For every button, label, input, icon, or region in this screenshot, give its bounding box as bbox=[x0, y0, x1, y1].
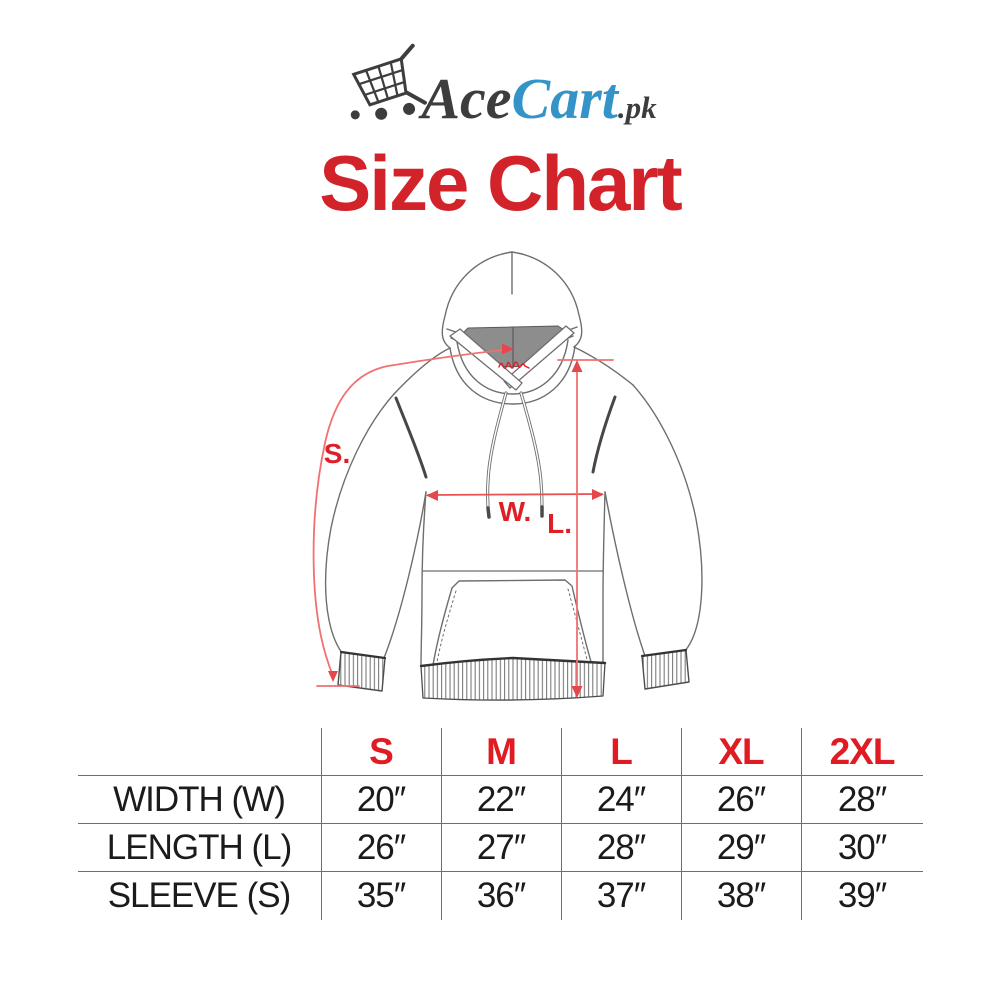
width-s: 20″ bbox=[321, 776, 442, 824]
hoodie-measurement-diagram: S. W. L. bbox=[312, 251, 703, 701]
length-xl: 29″ bbox=[681, 824, 802, 872]
col-header-xl: XL bbox=[681, 728, 802, 776]
shopping-cart-icon bbox=[351, 43, 428, 120]
measurement-arrowheads bbox=[328, 343, 604, 698]
brand-name-ace: Ace bbox=[421, 66, 512, 131]
brand-name-tld: .pk bbox=[617, 90, 657, 125]
col-header-s: S bbox=[321, 728, 442, 776]
col-header-m: M bbox=[441, 728, 562, 776]
length-2xl: 30″ bbox=[801, 824, 923, 872]
width-l: 24″ bbox=[561, 776, 682, 824]
brand-name-cart: Cart bbox=[511, 66, 618, 131]
table-corner-cell bbox=[77, 728, 322, 776]
row-label-width: WIDTH (W) bbox=[77, 776, 322, 824]
length-l: 28″ bbox=[561, 824, 682, 872]
sleeve-2xl: 39″ bbox=[837, 876, 887, 915]
sleeve-m: 36″ bbox=[442, 872, 562, 920]
sleeve-xl: 38″ bbox=[682, 872, 802, 920]
width-label: W. bbox=[499, 496, 532, 527]
sleeve-s: 35″ bbox=[322, 872, 442, 920]
size-table: S M L XL 2XL WIDTH (W) 20″ 22″ 24″ 26″ 2… bbox=[77, 728, 923, 920]
page-title: Size Chart bbox=[319, 139, 682, 227]
row-label-length: LENGTH (L) bbox=[77, 824, 322, 872]
sleeve-measure-line bbox=[312, 348, 512, 677]
length-s: 26″ bbox=[321, 824, 442, 872]
row-label-sleeve: SLEEVE (S) bbox=[78, 872, 322, 920]
sleeve-l: 37″ bbox=[562, 872, 682, 920]
brand-logo: AceCart.pk bbox=[0, 0, 1000, 128]
col-header-l: L bbox=[561, 728, 682, 776]
sleeve-label: S. bbox=[324, 438, 350, 469]
width-xl: 26″ bbox=[681, 776, 802, 824]
hoodie-outline bbox=[324, 251, 703, 701]
width-2xl: 28″ bbox=[801, 776, 923, 824]
width-measure-line bbox=[427, 493, 603, 496]
width-m: 22″ bbox=[441, 776, 562, 824]
brand-name: AceCart.pk bbox=[421, 70, 656, 128]
chest-brand-squiggle bbox=[498, 361, 530, 369]
length-m: 27″ bbox=[441, 824, 562, 872]
measurement-lines bbox=[312, 348, 614, 696]
length-label: L. bbox=[547, 508, 572, 539]
col-header-2xl: 2XL bbox=[801, 728, 923, 776]
